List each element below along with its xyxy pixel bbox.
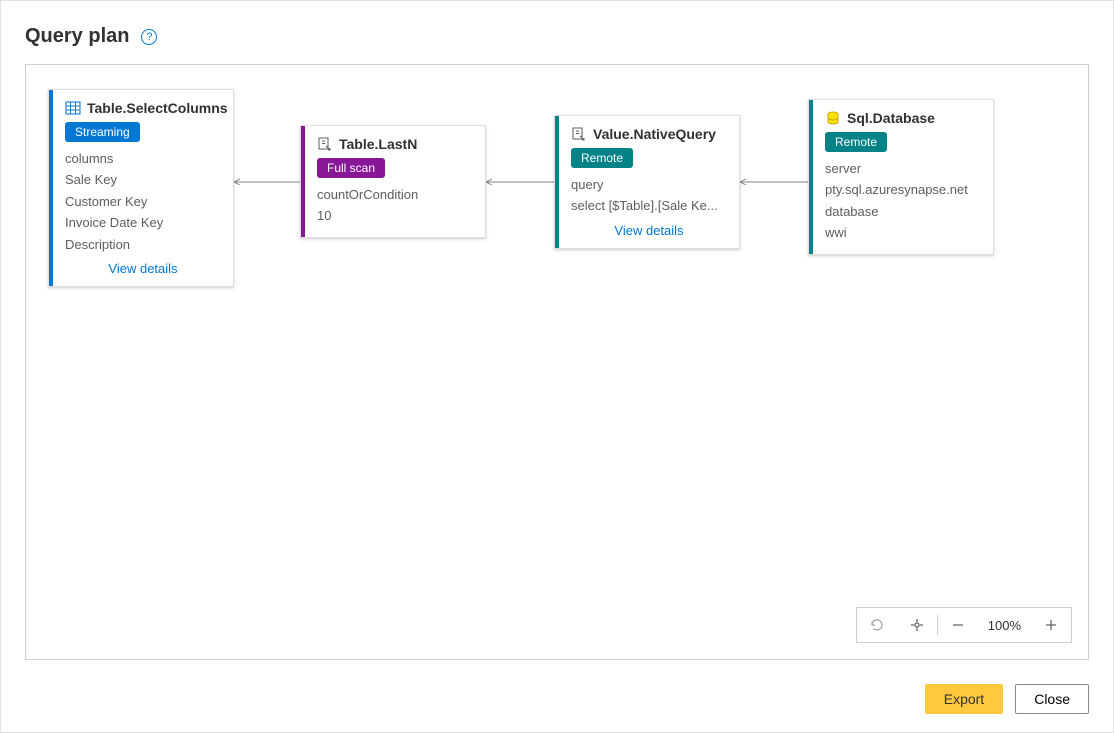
node-title-text: Sql.Database: [847, 110, 935, 126]
db-icon: [825, 110, 841, 126]
table-icon: [65, 100, 81, 116]
node-line: database: [825, 201, 981, 222]
node-line: countOrCondition: [317, 184, 473, 205]
node-badge: Full scan: [317, 158, 385, 178]
zoom-level: 100%: [978, 618, 1031, 633]
header: Query plan ?: [1, 1, 1113, 64]
node-n1[interactable]: Table.LastN Full scan countOrCondition10: [300, 125, 486, 238]
footer: Export Close: [925, 684, 1089, 714]
node-line: pty.sql.azuresynapse.net: [825, 179, 981, 200]
func-icon: [317, 136, 333, 152]
node-title: Table.SelectColumns: [65, 100, 221, 116]
node-title-text: Table.SelectColumns: [87, 100, 228, 116]
node-badge: Remote: [825, 132, 887, 152]
node-line: Sale Key: [65, 169, 221, 190]
view-details-link[interactable]: View details: [571, 223, 727, 238]
node-badge: Streaming: [65, 122, 140, 142]
node-n2[interactable]: Value.NativeQuery Remote queryselect [$Tab…: [554, 115, 740, 249]
page-title: Query plan: [25, 25, 129, 48]
node-n3[interactable]: Sql.Database Remote serverpty.sql.azuresyn…: [808, 99, 994, 255]
node-title: Sql.Database: [825, 110, 981, 126]
node-line: 10: [317, 205, 473, 226]
node-title-text: Value.NativeQuery: [593, 126, 716, 142]
fit-to-screen-button[interactable]: [897, 608, 937, 642]
node-line: columns: [65, 148, 221, 169]
node-line: Customer Key: [65, 191, 221, 212]
undo-button[interactable]: [857, 608, 897, 642]
func-icon: [571, 126, 587, 142]
zoom-out-button[interactable]: [938, 608, 978, 642]
node-line: Invoice Date Key: [65, 212, 221, 233]
diagram-canvas[interactable]: 100% Table.SelectColumns Streaming columns…: [25, 64, 1089, 660]
node-line: Description: [65, 234, 221, 255]
node-line: query: [571, 174, 727, 195]
close-button[interactable]: Close: [1015, 684, 1089, 714]
node-title: Table.LastN: [317, 136, 473, 152]
node-title: Value.NativeQuery: [571, 126, 727, 142]
node-title-text: Table.LastN: [339, 136, 417, 152]
node-line: wwi: [825, 222, 981, 243]
zoom-in-button[interactable]: [1031, 608, 1071, 642]
help-icon[interactable]: ?: [141, 29, 157, 45]
export-button[interactable]: Export: [925, 684, 1003, 714]
node-n0[interactable]: Table.SelectColumns Streaming columnsSale …: [48, 89, 234, 287]
view-details-link[interactable]: View details: [65, 261, 221, 276]
node-line: select [$Table].[Sale Ke...: [571, 195, 727, 216]
zoom-controls: 100%: [856, 607, 1072, 643]
node-line: server: [825, 158, 981, 179]
node-badge: Remote: [571, 148, 633, 168]
